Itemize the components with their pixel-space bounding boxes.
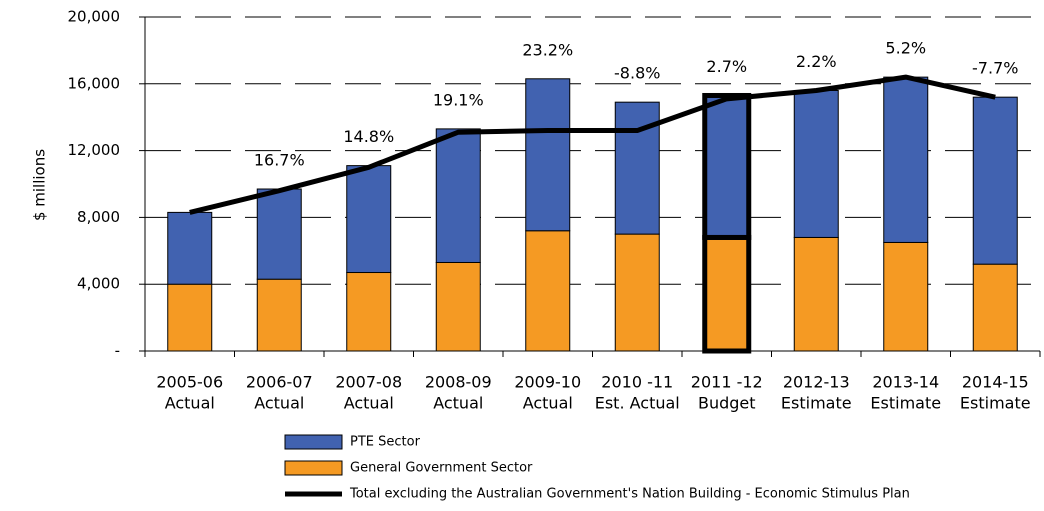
x-tick-label: 2010 -11 — [601, 373, 673, 392]
growth-label: 19.1% — [433, 90, 484, 109]
y-axis-label: $ millions — [31, 149, 49, 221]
growth-label: 5.2% — [885, 39, 926, 58]
legend-label: Total excluding the Australian Governmen… — [349, 487, 910, 502]
x-tick-label: 2014-15 — [962, 373, 1029, 392]
bar — [167, 211, 213, 285]
total-line — [189, 74, 996, 215]
y-tick-label: 4,000 — [77, 275, 120, 293]
bar — [525, 230, 571, 352]
bar — [793, 89, 839, 238]
bar — [435, 128, 481, 263]
growth-label: 14.8% — [343, 127, 394, 146]
x-tick-label: Actual — [433, 394, 483, 413]
legend-swatch — [284, 434, 343, 450]
x-tick-label: 2012-13 — [783, 373, 850, 392]
growth-label: 2.2% — [796, 52, 837, 71]
bar — [256, 278, 302, 352]
x-tick-label: 2008-09 — [425, 373, 492, 392]
growth-label: 2.7% — [706, 57, 747, 76]
growth-label: 23.2% — [522, 40, 573, 59]
bar — [167, 283, 213, 352]
growth-label: -8.8% — [614, 64, 660, 83]
x-tick-label: 2009-10 — [514, 373, 581, 392]
bar — [614, 101, 660, 235]
bar — [702, 92, 752, 240]
y-tick-label: 20,000 — [68, 8, 121, 26]
bar — [702, 234, 752, 354]
growth-label: -7.7% — [972, 59, 1018, 78]
bar — [793, 236, 839, 352]
legend-swatch — [284, 460, 343, 476]
legend-label: General Government Sector — [350, 461, 533, 476]
legend-label: PTE Sector — [350, 435, 421, 450]
x-tick-label: Estimate — [870, 394, 941, 413]
y-tick-label: 12,000 — [68, 141, 121, 159]
y-tick-label: 8,000 — [77, 208, 120, 226]
x-tick-label: Estimate — [781, 394, 852, 413]
x-tick-label: 2005-06 — [156, 373, 223, 392]
x-tick-label: Actual — [165, 394, 215, 413]
x-tick-label: 2006-07 — [246, 373, 313, 392]
y-tick-label: 16,000 — [68, 74, 121, 92]
bar — [346, 272, 392, 352]
x-tick-label: Estimate — [960, 394, 1031, 413]
bar — [256, 188, 302, 280]
bar — [972, 96, 1018, 265]
bar — [435, 261, 481, 352]
x-tick-label: 2011 -12 — [691, 373, 763, 392]
bar — [614, 233, 660, 352]
bar — [525, 78, 571, 232]
x-tick-label: 2007-08 — [335, 373, 402, 392]
bar — [972, 263, 1018, 352]
x-tick-label: 2013-14 — [872, 373, 939, 392]
growth-label: 16.7% — [254, 151, 305, 170]
bar — [346, 165, 392, 274]
x-tick-label: Est. Actual — [595, 394, 680, 413]
bar — [883, 76, 929, 243]
bar — [883, 241, 929, 352]
x-tick-label: Budget — [698, 394, 756, 413]
x-tick-label: Actual — [523, 394, 573, 413]
y-tick-label: - — [115, 342, 120, 360]
x-tick-label: Actual — [344, 394, 394, 413]
x-tick-label: Actual — [254, 394, 304, 413]
